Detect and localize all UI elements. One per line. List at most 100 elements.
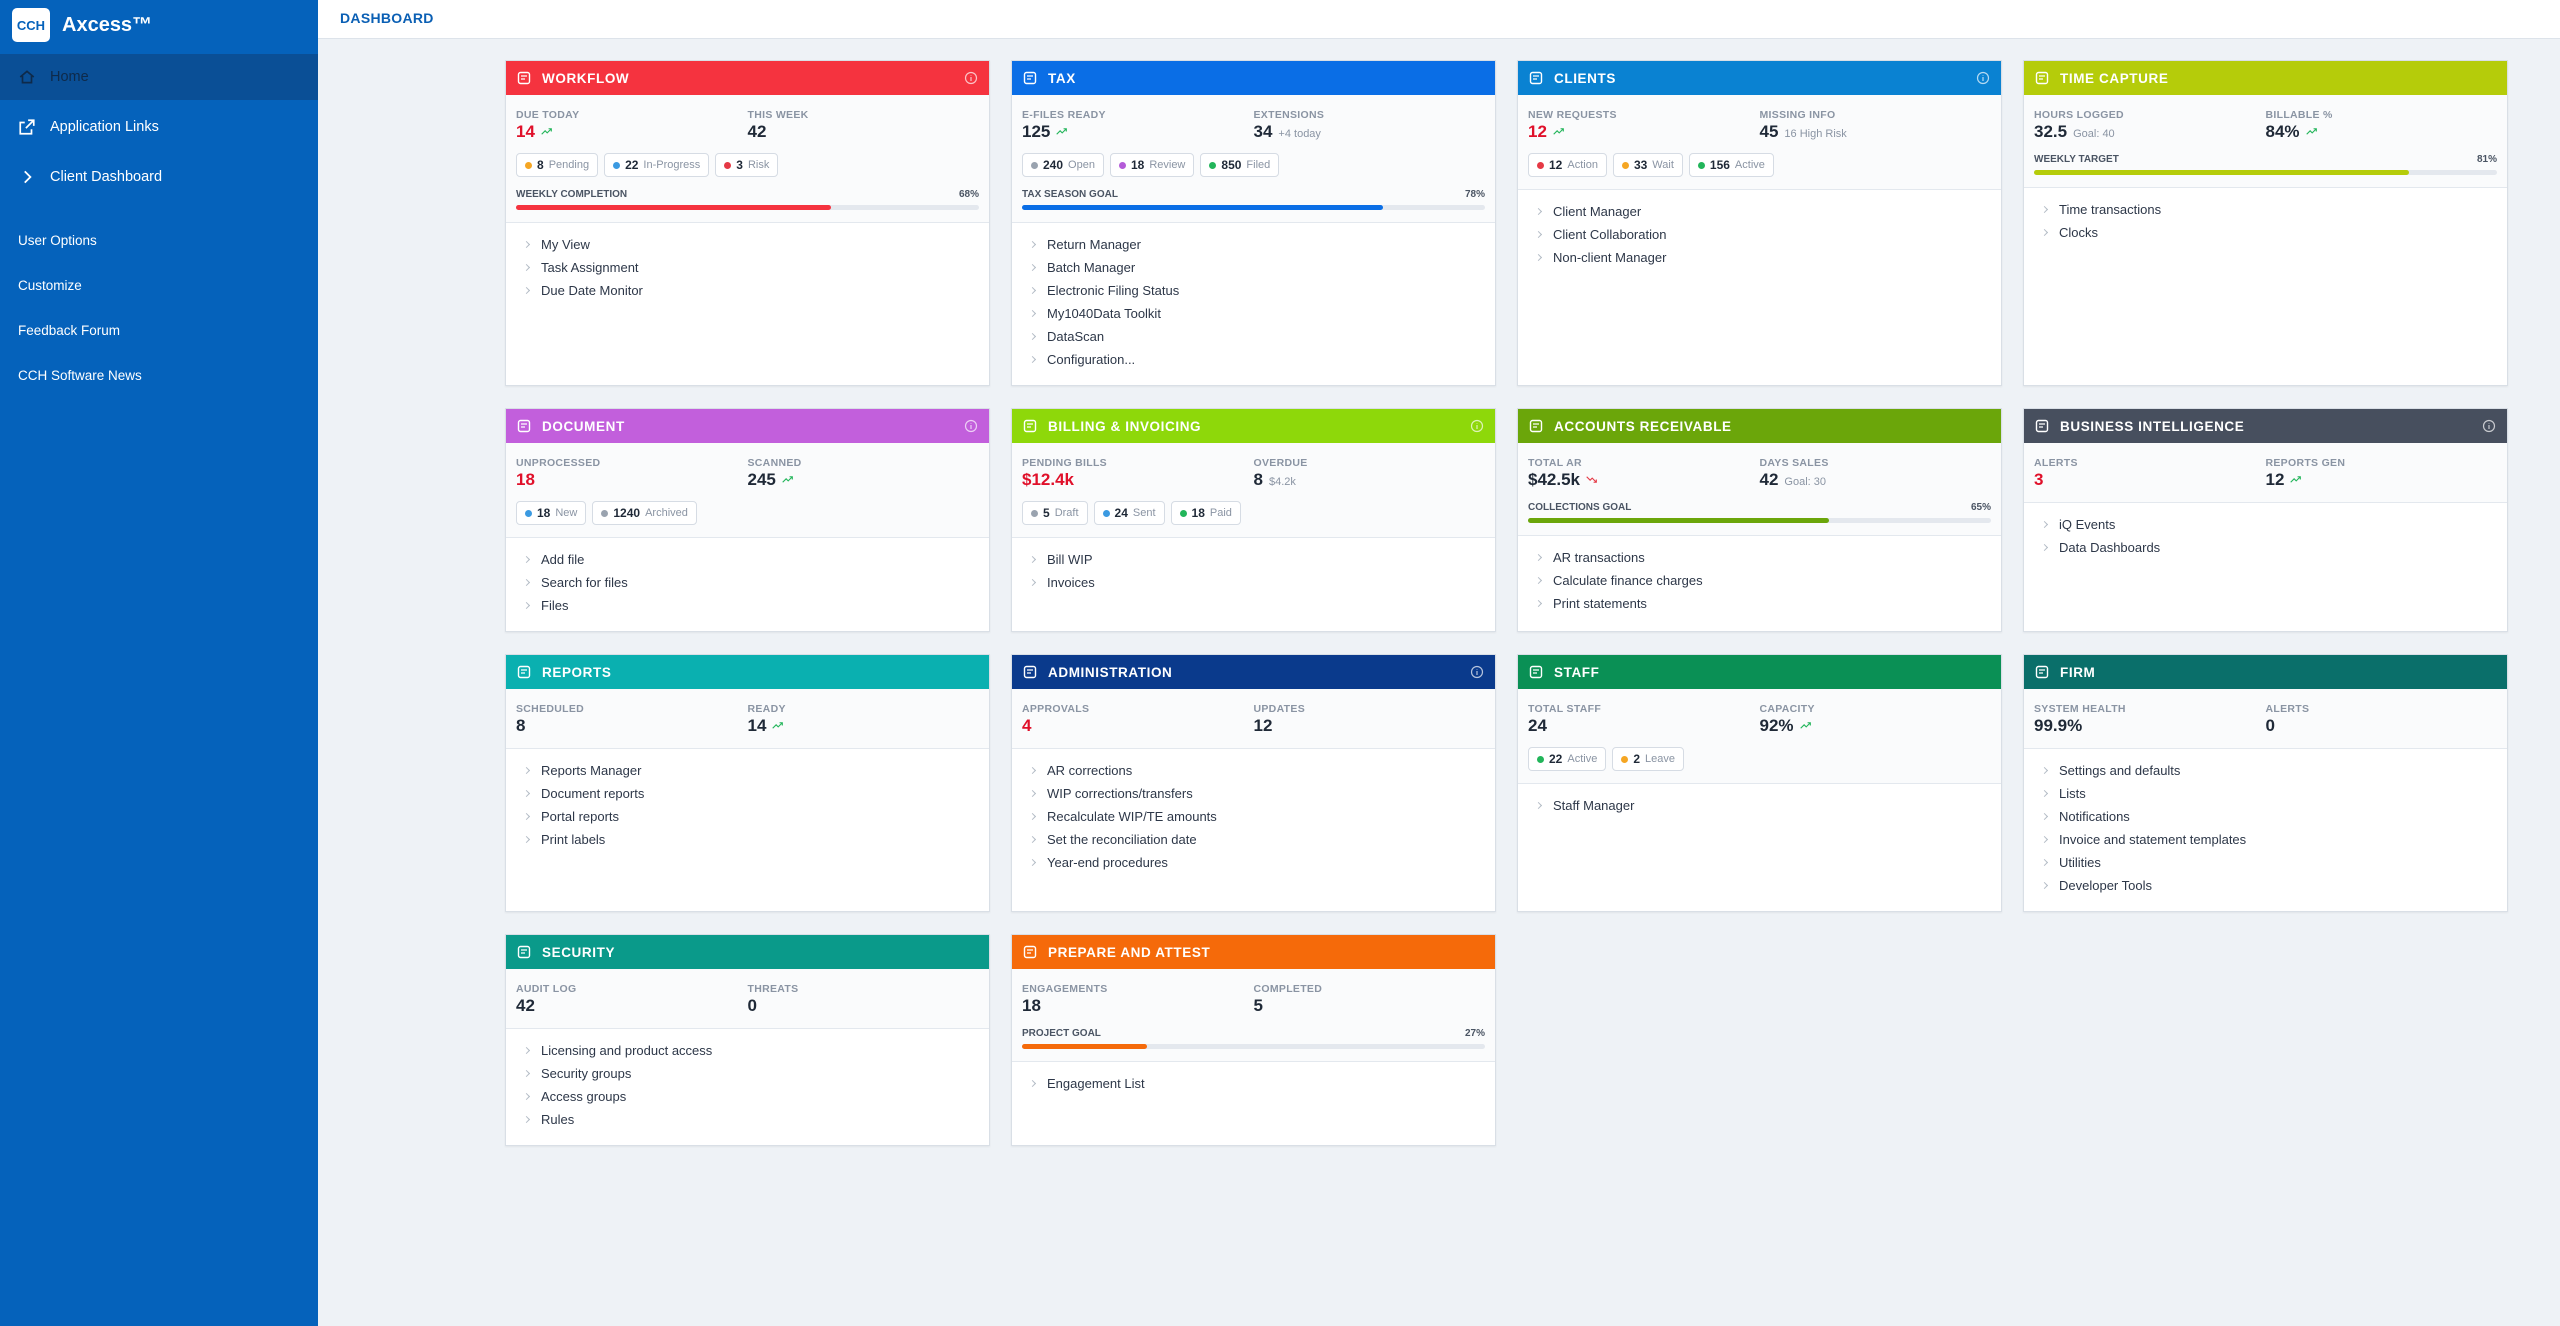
card-link[interactable]: Staff Manager xyxy=(1536,794,1991,817)
card-link[interactable]: Add file xyxy=(524,548,979,571)
chip-dot xyxy=(525,161,532,169)
sidebar-link[interactable]: User Options xyxy=(18,233,97,248)
chip: 5 Draft xyxy=(1022,501,1088,525)
card-link[interactable]: Lists xyxy=(2042,782,2497,805)
trend-icon xyxy=(1553,128,1564,135)
card-title: STAFF xyxy=(1554,664,1600,680)
sidebar-link[interactable]: Feedback Forum xyxy=(18,323,121,338)
card-link[interactable]: iQ Events xyxy=(2042,513,2497,536)
metric: E-FILES READY 125 xyxy=(1022,109,1254,142)
nav-item[interactable]: Application Links xyxy=(0,104,318,150)
card-summary: TOTAL AR $42.5k DAYS SALES 42 Goal: 30 COLLEC… xyxy=(1518,443,2001,536)
card-link[interactable]: Calculate finance charges xyxy=(1536,569,1991,592)
card-link[interactable]: AR corrections xyxy=(1030,759,1485,782)
sidebar-link[interactable]: CCH Software News xyxy=(18,368,142,383)
metric: BILLABLE % 84% xyxy=(2266,109,2498,142)
card-link[interactable]: Rules xyxy=(524,1108,979,1131)
card-link[interactable]: Data Dashboards xyxy=(2042,536,2497,559)
card-link[interactable]: DataScan xyxy=(1030,325,1485,348)
card-link[interactable]: Settings and defaults xyxy=(2042,759,2497,782)
metric-value: 45 16 High Risk xyxy=(1760,122,1992,142)
card: CLIENTS NEW REQUESTS 12 MISSING INFO 45 16 Hi… xyxy=(1517,60,2002,386)
card-link[interactable]: Configuration... xyxy=(1030,348,1485,371)
card-summary: E-FILES READY 125 EXTENSIONS 34 +4 today 240 O… xyxy=(1012,95,1495,223)
card-link[interactable]: Batch Manager xyxy=(1030,256,1485,279)
card: BUSINESS INTELLIGENCE ALERTS 3 REPORTS GEN 1… xyxy=(2023,408,2508,632)
chip-dot xyxy=(1621,161,1629,169)
card: ACCOUNTS RECEIVABLE TOTAL AR $42.5k DAYS SA… xyxy=(1517,408,2002,632)
metrics: TOTAL STAFF 24 CAPACITY 92% xyxy=(1528,703,1991,736)
card-header: WORKFLOW xyxy=(506,61,989,95)
chip-dot xyxy=(1031,161,1038,169)
card-link[interactable]: Licensing and product access xyxy=(524,1039,979,1062)
nav-item[interactable]: Home xyxy=(0,54,318,100)
card-link[interactable]: Set the reconciliation date xyxy=(1030,828,1485,851)
card-link[interactable]: Notifications xyxy=(2042,805,2497,828)
card-link[interactable]: Print labels xyxy=(524,828,979,851)
card-link[interactable]: Time transactions xyxy=(2042,198,2497,221)
metric-value: 32.5 Goal: 40 xyxy=(2034,122,2266,142)
progress: COLLECTIONS GOAL 65% xyxy=(1528,502,1991,523)
card-link[interactable]: Bill WIP xyxy=(1030,548,1485,571)
nav-icon xyxy=(19,70,35,84)
card-link[interactable]: Client Manager xyxy=(1536,200,1991,223)
card-link[interactable]: Electronic Filing Status xyxy=(1030,279,1485,302)
card-link[interactable]: Portal reports xyxy=(524,805,979,828)
nav-item[interactable]: Client Dashboard xyxy=(0,154,318,200)
card-link[interactable]: Task Assignment xyxy=(524,256,979,279)
metric: MISSING INFO 45 16 High Risk xyxy=(1760,109,1992,142)
card-header: CLIENTS xyxy=(1518,61,2001,95)
metric: UNPROCESSED 18 xyxy=(516,457,748,490)
card-link[interactable]: Due Date Monitor xyxy=(524,279,979,302)
card-link[interactable]: Reports Manager xyxy=(524,759,979,782)
card-link[interactable]: Invoices xyxy=(1030,571,1485,594)
card-link[interactable]: My View xyxy=(524,233,979,256)
chip-dot xyxy=(613,161,621,169)
metric-number: 18 xyxy=(1022,996,1041,1015)
card-link[interactable]: AR transactions xyxy=(1536,546,1991,569)
card-title: FIRM xyxy=(2060,664,2096,680)
info-icon xyxy=(1470,419,1484,433)
card-icon xyxy=(1529,71,1543,85)
card-link[interactable]: Access groups xyxy=(524,1085,979,1108)
metric-number: 14 xyxy=(747,716,767,735)
link-list: Time transactions Clocks xyxy=(2024,188,2507,258)
card-link[interactable]: Return Manager xyxy=(1030,233,1485,256)
metric-label: CAPACITY xyxy=(1759,703,1815,715)
card-link[interactable]: WIP corrections/transfers xyxy=(1030,782,1485,805)
card-link[interactable]: Invoice and statement templates xyxy=(2042,828,2497,851)
card-title: BUSINESS INTELLIGENCE xyxy=(2060,418,2245,434)
metric-label: AUDIT LOG xyxy=(516,983,577,995)
card-link[interactable]: Files xyxy=(524,594,979,617)
metric-value: 12 xyxy=(1254,716,1486,736)
card-link[interactable]: Document reports xyxy=(524,782,979,805)
chip-dot xyxy=(1031,509,1038,517)
metric: EXTENSIONS 34 +4 today xyxy=(1254,109,1486,142)
card-link[interactable]: Year-end procedures xyxy=(1030,851,1485,874)
card-link[interactable]: My1040Data Toolkit xyxy=(1030,302,1485,325)
card-header: BILLING & INVOICING xyxy=(1012,409,1495,443)
card-link[interactable]: Search for files xyxy=(524,571,979,594)
metric-number: 3 xyxy=(2034,470,2044,489)
chip-label: Risk xyxy=(747,159,770,171)
metric-value: 42 xyxy=(516,996,748,1016)
card-icon xyxy=(1023,71,1037,85)
metric-label: SCHEDULED xyxy=(516,703,585,715)
card-link[interactable]: Security groups xyxy=(524,1062,979,1085)
sidebar-link[interactable]: Customize xyxy=(18,278,82,293)
card-link[interactable]: Print statements xyxy=(1536,592,1991,615)
metric-number: 42 xyxy=(1759,470,1779,489)
card-link[interactable]: Clocks xyxy=(2042,221,2497,244)
card: BILLING & INVOICING PENDING BILLS $12.4k OV… xyxy=(1011,408,1496,632)
card-link[interactable]: Client Collaboration xyxy=(1536,223,1991,246)
card-link[interactable]: Utilities xyxy=(2042,851,2497,874)
trend-icon xyxy=(1586,476,1597,483)
card-summary: APPROVALS 4 UPDATES 12 xyxy=(1012,689,1495,749)
card-link[interactable]: Developer Tools xyxy=(2042,874,2497,897)
card-link[interactable]: Engagement List xyxy=(1030,1072,1485,1095)
chip: 18 Paid xyxy=(1170,501,1241,525)
card-link[interactable]: Non-client Manager xyxy=(1536,246,1991,269)
card-link[interactable]: Recalculate WIP/TE amounts xyxy=(1030,805,1485,828)
